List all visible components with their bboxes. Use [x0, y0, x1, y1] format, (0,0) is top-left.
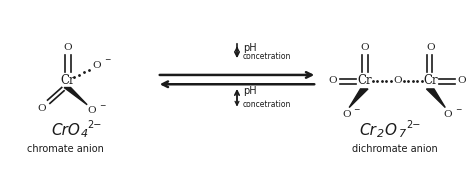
Text: −: −	[456, 105, 462, 114]
Text: CrO: CrO	[51, 123, 80, 138]
Text: O: O	[92, 61, 101, 70]
Text: 2: 2	[377, 129, 384, 139]
Text: 2−: 2−	[87, 120, 101, 130]
Text: chromate anion: chromate anion	[27, 144, 103, 154]
Text: O: O	[63, 43, 72, 52]
Text: concetration: concetration	[243, 52, 291, 61]
Text: −: −	[104, 56, 110, 65]
Polygon shape	[427, 89, 445, 108]
Text: Cr: Cr	[359, 123, 376, 138]
Text: −: −	[354, 105, 360, 114]
Text: O: O	[393, 76, 401, 85]
Text: O: O	[426, 43, 435, 52]
Text: Cr: Cr	[423, 74, 438, 87]
Text: pH: pH	[243, 43, 256, 53]
Text: O: O	[342, 110, 351, 119]
Text: −: −	[100, 101, 106, 110]
Text: dichromate anion: dichromate anion	[352, 144, 438, 154]
Text: O: O	[444, 110, 452, 119]
Text: O: O	[88, 106, 96, 115]
Text: O: O	[457, 76, 465, 85]
Text: Cr: Cr	[60, 74, 75, 87]
Text: O: O	[360, 43, 369, 52]
Text: 4: 4	[81, 129, 88, 139]
Text: O: O	[329, 76, 337, 85]
Text: O: O	[384, 123, 396, 138]
Polygon shape	[349, 89, 368, 108]
Text: 7: 7	[399, 129, 406, 139]
Text: concetration: concetration	[243, 100, 291, 109]
Polygon shape	[64, 88, 87, 105]
Text: Cr: Cr	[357, 74, 372, 87]
Text: 2−: 2−	[407, 120, 421, 130]
Text: O: O	[37, 104, 46, 113]
Text: pH: pH	[243, 86, 256, 96]
